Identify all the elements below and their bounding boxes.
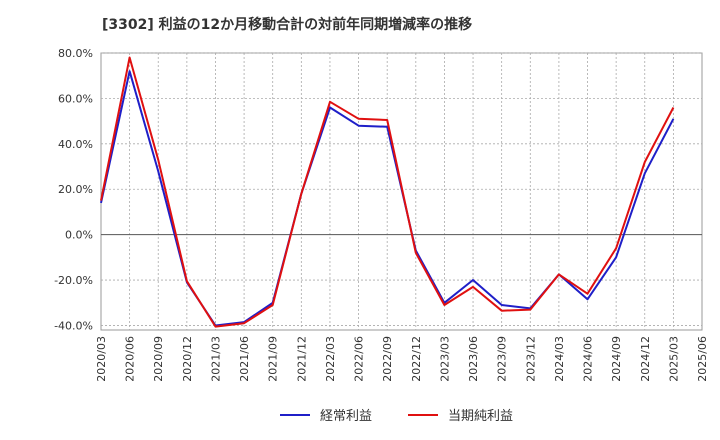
legend: 経常利益 当期純利益 <box>280 409 513 424</box>
x-tick-label: 2022/03 <box>324 336 337 382</box>
y-tick-label: 80.0% <box>58 47 93 60</box>
y-tick-label: 0.0% <box>65 229 93 242</box>
x-tick-label: 2021/12 <box>295 336 308 382</box>
x-tick-label: 2020/06 <box>124 336 137 382</box>
x-tick-label: 2022/12 <box>410 336 423 382</box>
y-tick-label: 60.0% <box>58 92 93 105</box>
x-tick-label: 2020/03 <box>95 336 108 382</box>
x-tick-label: 2023/03 <box>438 336 451 382</box>
x-tick-label: 2025/06 <box>696 336 709 382</box>
x-tick-label: 2023/06 <box>467 336 480 382</box>
x-tick-label: 2020/12 <box>181 336 194 382</box>
x-tick-label: 2024/09 <box>610 336 623 382</box>
chart-title: [3302] 利益の12か月移動合計の対前年同期増減率の推移 <box>102 17 473 33</box>
legend-label-1: 経常利益 <box>320 409 372 424</box>
y-tick-label: 40.0% <box>58 138 93 151</box>
y-tick-label: -40.0% <box>54 319 93 332</box>
x-tick-label: 2022/06 <box>353 336 366 382</box>
x-tick-label: 2021/06 <box>238 336 251 382</box>
x-tick-label: 2023/09 <box>496 336 509 382</box>
x-tick-label: 2021/03 <box>209 336 222 382</box>
x-tick-label: 2025/03 <box>667 336 680 382</box>
x-tick-label: 2022/09 <box>381 336 394 382</box>
legend-label-2: 当期純利益 <box>448 409 513 424</box>
x-tick-label: 2024/12 <box>639 336 652 382</box>
y-tick-label: -20.0% <box>54 274 93 287</box>
series-line-2 <box>100 56 675 328</box>
x-tick-label: 2021/09 <box>267 336 280 382</box>
y-tick-label: 20.0% <box>58 183 93 196</box>
x-tick-label: 2020/09 <box>152 336 165 382</box>
x-tick-label: 2024/03 <box>553 336 566 382</box>
x-tick-label: 2023/12 <box>524 336 537 382</box>
x-tick-label: 2024/06 <box>582 336 595 382</box>
